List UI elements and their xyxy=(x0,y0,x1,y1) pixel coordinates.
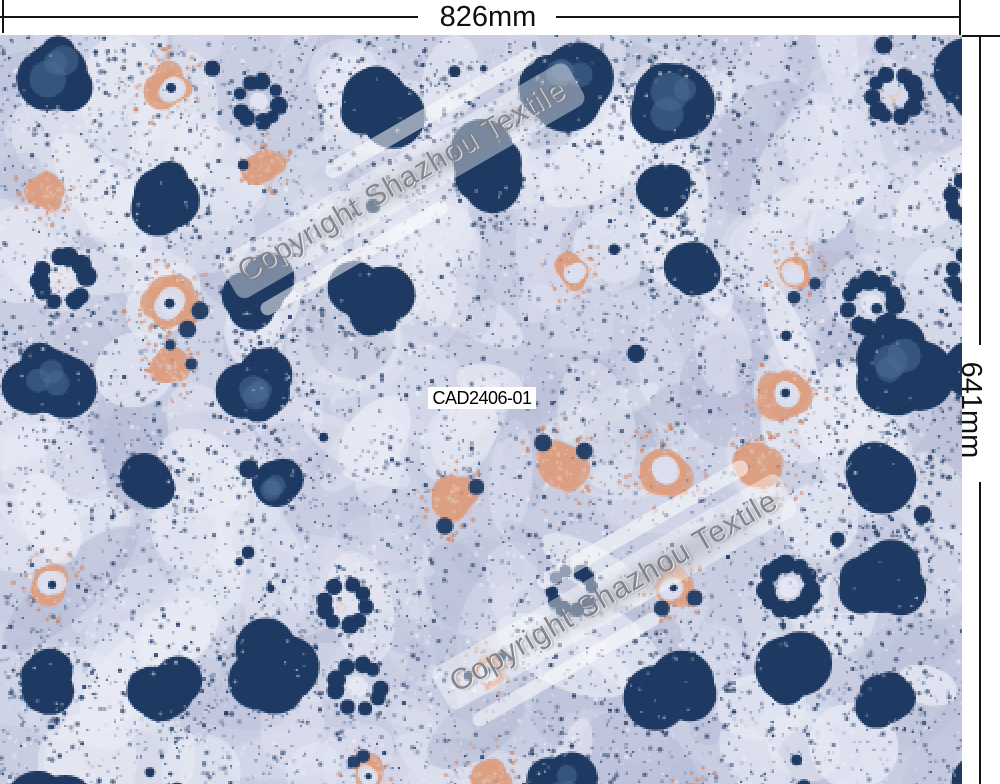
fabric-pattern-canvas xyxy=(0,35,962,784)
right-dimension-line-upper xyxy=(979,36,981,345)
top-dimension-line-right xyxy=(556,16,961,18)
top-dimension-tick-left xyxy=(2,0,4,33)
top-dimension-line-left xyxy=(0,16,418,18)
right-dimension-line-lower xyxy=(979,482,981,784)
width-dimension-label: 826mm xyxy=(439,1,537,33)
top-dimension-tick-right xyxy=(959,0,961,36)
design-code-label: CAD2406-01 xyxy=(428,387,536,409)
